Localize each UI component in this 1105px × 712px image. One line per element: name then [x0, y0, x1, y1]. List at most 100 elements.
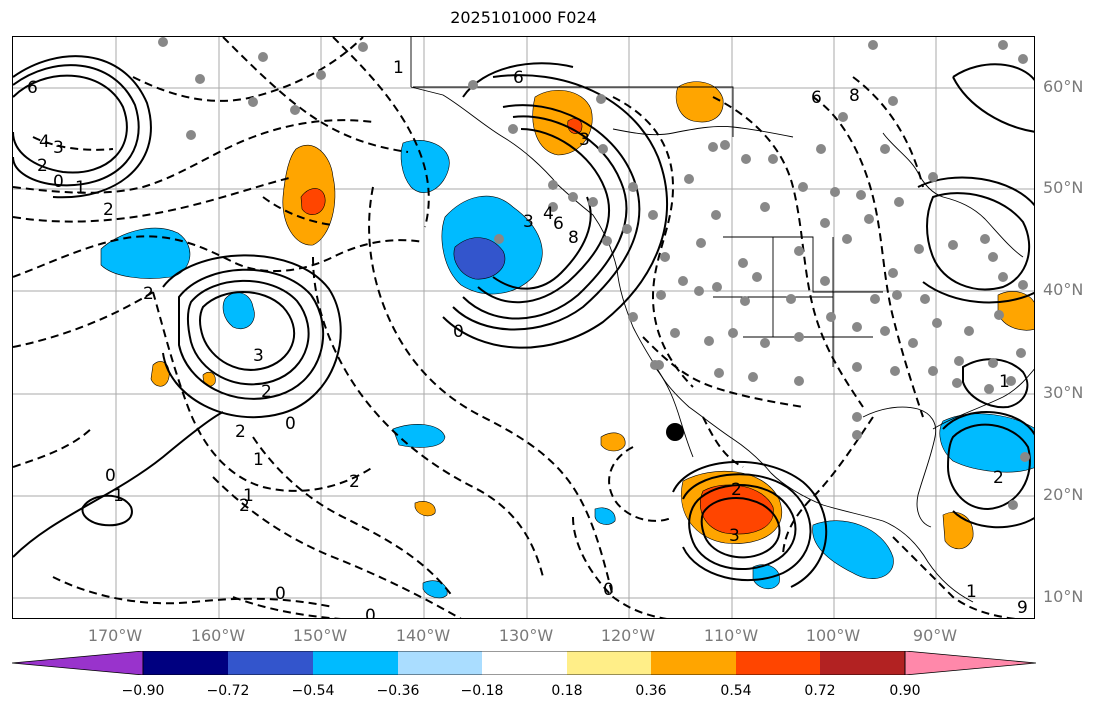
station-dots: [158, 37, 1030, 510]
shade-red-bc: [567, 118, 583, 134]
lat-label-10n: 10°N: [1043, 587, 1084, 606]
svg-text:3: 3: [253, 346, 264, 366]
svg-text:0: 0: [53, 172, 64, 192]
svg-text:2: 2: [731, 480, 742, 500]
svg-text:1: 1: [999, 372, 1010, 392]
lon-label-120w: 120°W: [600, 626, 656, 645]
shade-orange-small-3: [414, 501, 436, 517]
svg-text:1: 1: [75, 178, 86, 198]
lat-label-30n: 30°N: [1043, 383, 1084, 402]
colorbar-tick-neg036: −0.36: [376, 683, 420, 699]
shade-blue-mexico-coast: [812, 520, 894, 579]
svg-text:3: 3: [729, 526, 740, 546]
solid-contours: [13, 55, 1034, 588]
lon-label-110w: 110°W: [703, 626, 759, 645]
shade-darkblue-pac-nw: [453, 237, 506, 280]
svg-text:8: 8: [849, 86, 860, 106]
svg-text:0: 0: [365, 606, 376, 619]
lon-label-150w: 150°W: [292, 626, 348, 645]
shade-red-gulf-alaska: [300, 188, 326, 215]
colorbar-extend-right: [904, 651, 1036, 675]
colorbar-bin-4: [398, 651, 482, 675]
colorbar-bin-2: [228, 651, 313, 675]
svg-text:0: 0: [285, 414, 296, 434]
svg-text:2: 2: [239, 496, 250, 516]
colorbar-tick-072: 0.72: [804, 683, 836, 699]
svg-text:0: 0: [603, 580, 614, 600]
colorbar-tick-054: 0.54: [720, 683, 752, 699]
svg-text:0: 0: [105, 466, 116, 486]
svg-text:0: 0: [275, 584, 286, 604]
colorbar-bin-9: [820, 651, 905, 675]
lat-label-60n: 60°N: [1043, 77, 1084, 96]
colorbar-tick-neg054: −0.54: [291, 683, 335, 699]
shade-blue-small-1: [594, 507, 616, 525]
shade-orange-baja: [600, 432, 626, 452]
shade-orange-bc: [532, 90, 593, 156]
shade-blue-gulf: [939, 413, 1034, 473]
svg-text:8: 8: [568, 228, 579, 248]
colorbar-tick-neg090: −0.90: [121, 683, 165, 699]
colorbar-bin-8: [736, 651, 820, 675]
svg-text:6: 6: [811, 88, 822, 108]
colorbar-bin-1: [143, 651, 228, 675]
lon-label-140w: 140°W: [395, 626, 451, 645]
svg-text:9: 9: [1017, 598, 1028, 618]
svg-text:3: 3: [579, 130, 590, 150]
map-panel: 6 4 3 2 1 0 1 2 6 3 4 6 8 3 6 8 0 1 2 3 …: [12, 36, 1035, 619]
lat-label-20n: 20°N: [1043, 485, 1084, 504]
svg-text:2: 2: [143, 284, 154, 304]
shade-orange-small-1: [150, 361, 170, 387]
shaded-regions: [100, 81, 1034, 599]
svg-text:1: 1: [393, 58, 404, 78]
svg-text:0: 0: [453, 322, 464, 342]
svg-text:3: 3: [523, 212, 534, 232]
svg-text:1: 1: [253, 450, 264, 470]
colorbar-tick-neg072: −0.72: [206, 683, 250, 699]
map-title: 2025101000 F024: [450, 8, 597, 27]
svg-text:4: 4: [543, 204, 554, 224]
lat-label-50n: 50°N: [1043, 178, 1084, 197]
svg-text:6: 6: [513, 68, 524, 88]
svg-text:1: 1: [113, 486, 124, 506]
map-svg: 6 4 3 2 1 0 1 2 6 3 4 6 8 3 6 8 0 1 2 3 …: [13, 37, 1034, 619]
colorbar-bin-5: [482, 651, 567, 675]
shade-orange-ne: [997, 291, 1034, 331]
contour-labels: 6 4 3 2 1 0 1 2 6 3 4 6 8 3 6 8 0 1 2 3 …: [27, 58, 1028, 619]
colorbar-extend-left: [12, 651, 144, 675]
shade-blue-low-center: [222, 292, 255, 329]
lon-label-90w: 90°W: [912, 626, 958, 645]
colorbar-tick-neg018: −0.18: [460, 683, 504, 699]
svg-text:6: 6: [553, 214, 564, 234]
svg-text:2: 2: [235, 422, 246, 442]
lon-label-100w: 100°W: [805, 626, 861, 645]
coastlines: [410, 37, 1034, 603]
lon-label-130w: 130°W: [498, 626, 554, 645]
svg-text:2: 2: [37, 156, 48, 176]
lon-label-160w: 160°W: [190, 626, 246, 645]
colorbar: [12, 651, 1036, 675]
shade-blue-small-2: [422, 580, 448, 599]
svg-text:2: 2: [261, 382, 272, 402]
storm-center-marker: [666, 423, 684, 441]
svg-text:4: 4: [39, 132, 50, 152]
colorbar-tick-090: 0.90: [889, 683, 921, 699]
colorbar-tick-036: 0.36: [635, 683, 667, 699]
lon-label-170w: 170°W: [87, 626, 143, 645]
shade-orange-canada: [675, 81, 724, 123]
svg-text:2: 2: [993, 468, 1004, 488]
svg-text:2: 2: [103, 200, 114, 220]
svg-text:3: 3: [53, 138, 64, 158]
shade-blue-aleutian: [100, 227, 191, 279]
colorbar-bin-6: [567, 651, 651, 675]
shade-blue-subtropic: [392, 424, 446, 448]
colorbar-bin-3: [313, 651, 398, 675]
svg-text:2: 2: [349, 472, 360, 492]
svg-text:1: 1: [966, 582, 977, 602]
svg-text:1: 1: [243, 486, 254, 506]
shade-orange-caribbean: [942, 511, 974, 550]
colorbar-tick-018: 0.18: [551, 683, 583, 699]
colorbar-bin-7: [651, 651, 736, 675]
svg-text:6: 6: [27, 78, 38, 98]
lat-label-40n: 40°N: [1043, 280, 1084, 299]
